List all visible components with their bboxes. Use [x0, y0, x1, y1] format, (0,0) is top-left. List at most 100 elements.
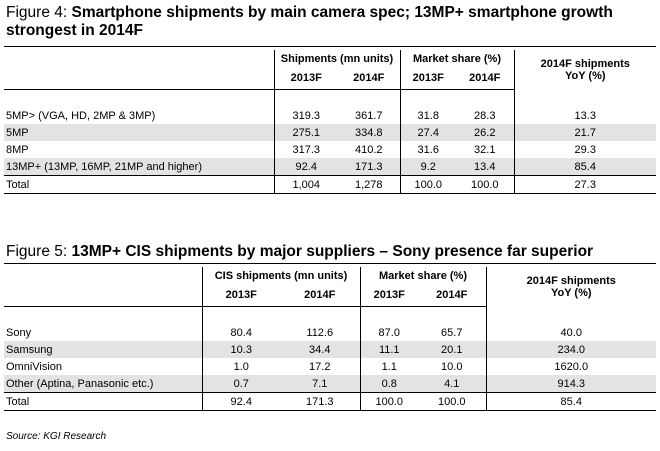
cell: 100.0	[418, 392, 486, 411]
figure4-title-line2: strongest in 2014F	[6, 22, 143, 39]
figure5-header-share-2013f: 2013F	[359, 284, 418, 307]
figure5-header-2014f: 2014F	[280, 284, 360, 307]
cell: 0.7	[201, 375, 280, 393]
row-label: OmniVision	[6, 360, 63, 373]
figure5-header-row-2: 2013F 2014F 2013F 2014F	[4, 284, 656, 307]
table-row: 8MP 317.3 410.2 31.6 32.1 29.3	[4, 141, 656, 158]
figure4-label: Figure 4:	[6, 4, 68, 21]
table-row: Other (Aptina, Panasonic etc.) 0.7 7.1 0…	[4, 375, 656, 393]
figure4-header-2013f: 2013F	[273, 67, 338, 90]
figure4-title: Figure 4: Smartphone shipments by main c…	[6, 4, 656, 40]
cell: 10.3	[201, 341, 280, 358]
cell: 65.7	[441, 326, 463, 339]
table-row-total: Total 1,004 1,278 100.0 100.0 27.3	[4, 175, 656, 194]
cell: 92.4	[273, 158, 338, 176]
figure4-table: Shipments (mn units) Market share (%) 20…	[4, 50, 656, 194]
figure4-header-2014f: 2014F	[338, 67, 400, 90]
figure5-title-line1: 13MP+ CIS shipments by major suppliers –…	[71, 243, 594, 260]
cell: 34.4	[280, 341, 360, 358]
figure4-header-market-share: Market share (%)	[399, 50, 514, 67]
cell: 1.1	[359, 358, 418, 375]
table-row: OmniVision 1.0 17.2 1.1 10.0 1620.0	[4, 358, 656, 375]
cell: 87.0	[359, 324, 418, 341]
cell: 100.0	[359, 392, 418, 411]
figure4-header-share-2013f: 2013F	[399, 67, 456, 90]
cell: 7.1	[280, 375, 360, 393]
figure4-header-row-2: 2013F 2014F 2013F 2014F	[4, 67, 656, 90]
figure4-header-yoy: 2014F shipments YoY (%)	[513, 50, 656, 90]
figure5-table: CIS shipments (mn units) Market share (%…	[4, 267, 656, 411]
cell: 28.3	[474, 109, 496, 122]
figure4-top-rule	[4, 46, 656, 47]
cell: 31.8	[399, 107, 456, 124]
cell: 13.4	[456, 158, 514, 176]
row-label: Other (Aptina, Panasonic etc.)	[4, 375, 202, 393]
cell: 100.0	[399, 175, 456, 194]
source-note: Source: KGI Research	[6, 431, 107, 442]
cell: 1,278	[338, 175, 400, 194]
cell: 92.4	[201, 392, 280, 411]
figure4-header-share-2014f: 2014F	[456, 67, 514, 90]
table-row-total: Total 92.4 171.3 100.0 100.0 85.4	[4, 392, 656, 411]
cell: 275.1	[273, 124, 338, 141]
table-row: 13MP+ (13MP, 16MP, 21MP and higher) 92.4…	[4, 158, 656, 176]
cell: 10.0	[441, 360, 463, 373]
cell: 20.1	[418, 341, 486, 358]
row-label: Sony	[6, 326, 32, 339]
figure5-header-shipments: CIS shipments (mn units)	[201, 267, 360, 284]
cell: 31.6	[399, 141, 456, 158]
cell: 11.1	[359, 341, 418, 358]
cell: 334.8	[338, 124, 400, 141]
cell: 234.0	[485, 341, 656, 358]
table-row: 5MP> (VGA, HD, 2MP & 3MP) 319.3 361.7 31…	[4, 107, 656, 124]
cell: 80.4	[201, 324, 280, 341]
cell: 171.3	[338, 158, 400, 176]
row-label: 5MP> (VGA, HD, 2MP & 3MP)	[6, 109, 156, 122]
figure5-spacer-row	[4, 306, 656, 324]
figure5-header-row-1: CIS shipments (mn units) Market share (%…	[4, 267, 656, 307]
table-row: Samsung 10.3 34.4 11.1 20.1 234.0	[4, 341, 656, 358]
cell: 85.4	[513, 158, 656, 176]
cell: 1,004	[273, 175, 338, 194]
figure5-header-market-share: Market share (%)	[359, 267, 486, 284]
figure4-header-row-1: Shipments (mn units) Market share (%) 20…	[4, 50, 656, 90]
cell: 85.4	[485, 392, 656, 411]
cell: 914.3	[485, 375, 656, 393]
figure5-header-yoy: 2014F shipments YoY (%)	[485, 267, 656, 307]
cell: 1.0	[201, 358, 280, 375]
cell: 27.4	[399, 124, 456, 141]
cell: 32.1	[474, 143, 496, 156]
cell: 0.8	[359, 375, 418, 393]
row-label: 8MP	[6, 143, 29, 156]
figure5-header-share-2014f: 2014F	[418, 284, 486, 307]
row-label: 13MP+ (13MP, 16MP, 21MP and higher)	[4, 158, 274, 176]
cell: 410.2	[354, 143, 383, 156]
cell: 112.6	[306, 326, 334, 339]
figure5-top-rule	[4, 263, 656, 264]
table-row: 5MP 275.1 334.8 27.4 26.2 21.7	[4, 124, 656, 141]
cell: 26.2	[456, 124, 514, 141]
figure5-header-2013f: 2013F	[201, 284, 280, 307]
figure5-title: Figure 5: 13MP+ CIS shipments by major s…	[6, 243, 656, 261]
cell: 171.3	[280, 392, 360, 411]
figure5-label: Figure 5:	[6, 243, 68, 260]
cell: 27.3	[513, 175, 656, 194]
row-label: 5MP	[4, 124, 274, 141]
row-label: Total	[4, 392, 202, 411]
figure4-spacer-row	[4, 89, 656, 107]
cell: 4.1	[418, 375, 486, 393]
cell: 40.0	[485, 324, 656, 341]
row-label: Total	[4, 175, 274, 194]
cell: 9.2	[399, 158, 456, 176]
cell: 1620.0	[485, 358, 656, 375]
row-label: Samsung	[4, 341, 202, 358]
cell: 319.3	[273, 107, 338, 124]
table-row: Sony 80.4 112.6 87.0 65.7 40.0	[4, 324, 656, 341]
cell: 17.2	[309, 360, 331, 373]
figure4-title-line1: Smartphone shipments by main camera spec…	[71, 4, 613, 21]
cell: 100.0	[456, 175, 514, 194]
cell: 13.3	[513, 107, 656, 124]
cell: 29.3	[513, 141, 656, 158]
cell: 317.3	[273, 141, 338, 158]
cell: 361.7	[354, 109, 383, 122]
